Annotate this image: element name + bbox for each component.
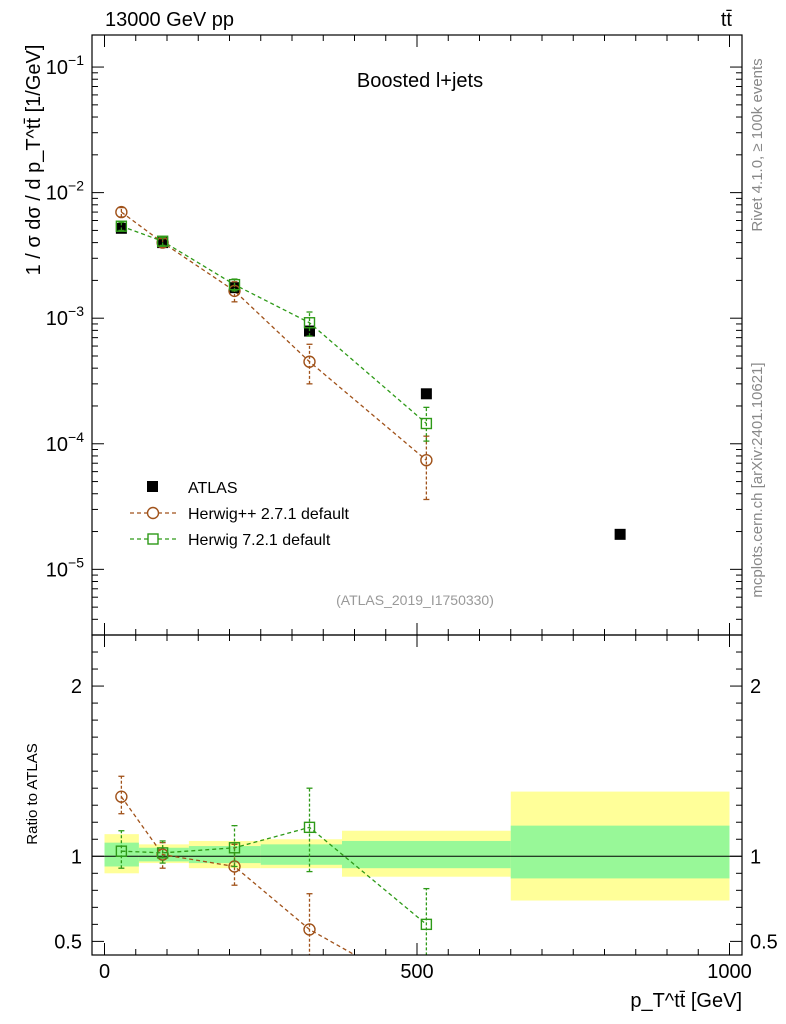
main-plot-panel: 10−1 10−2 10−3 10−4 10−5 Boosted l+jets (ATL… xyxy=(23,34,743,636)
main-y-tick-label: 10−2 xyxy=(46,178,84,205)
herwig-7-2-1-default-ratio-point xyxy=(420,918,433,931)
main-y-tick-label: 10−1 xyxy=(46,52,84,79)
green-band xyxy=(342,840,511,869)
ratio-y-tick-label-left: 1 xyxy=(71,846,82,868)
rivet-version-label: Rivet 4.1.0, ≥ 100k events xyxy=(749,58,766,231)
ratio-axis-ticks: 2 2 1 1 0.5 0.5 0 500 1000 xyxy=(54,635,778,983)
main-y-axis-label: 1 / σ dσ / d p_T^tt̄ [1/GeV] xyxy=(23,45,45,276)
ratio-y-axis-label: Ratio to ATLAS xyxy=(24,743,41,844)
herwig-2-7-1-default-ratio-point xyxy=(115,790,128,803)
x-tick-label: 0 xyxy=(99,961,110,983)
herwig-7-2-1-default-point xyxy=(303,317,316,329)
legend-marker-atlas xyxy=(147,481,158,492)
ratio-series-group xyxy=(115,775,433,955)
ratio-uncertainty-bands xyxy=(104,791,730,901)
legend-marker-herwig7 xyxy=(147,533,159,545)
herwig-7-2-1-default-point xyxy=(228,278,241,291)
atlas-point xyxy=(420,388,432,400)
legend-label-herwig7: Herwig 7.2.1 default xyxy=(188,532,331,549)
plot-title: Boosted l+jets xyxy=(357,70,483,92)
legend-label-herwigpp: Herwig++ 2.7.1 default xyxy=(188,506,350,523)
main-y-tick-label: 10−5 xyxy=(46,554,84,581)
herwig-2-7-1-default-ratio-line xyxy=(120,796,357,955)
herwig-7-2-1-default-point xyxy=(115,220,128,232)
green-band xyxy=(510,825,730,879)
ratio-y-tick-label-right: 1 xyxy=(750,846,761,868)
atlas-point xyxy=(614,528,626,540)
main-y-tick-label: 10−3 xyxy=(46,303,84,330)
green-band xyxy=(104,842,139,867)
collision-label: 13000 GeV pp xyxy=(105,9,234,31)
herwig-2-7-1-default-point xyxy=(303,355,316,368)
ratio-y-tick-label-left: 0.5 xyxy=(54,931,82,953)
herwig-7-2-1-default-point xyxy=(156,235,169,247)
ratio-y-tick-label-left: 2 xyxy=(71,676,82,698)
ratio-y-tick-label-right: 0.5 xyxy=(750,931,778,953)
x-tick-label: 500 xyxy=(400,961,433,983)
x-axis-label: p_T^tt̄ [GeV] xyxy=(630,990,742,1012)
main-series-group xyxy=(115,205,626,540)
herwig-7-2-1-default-ratio-point xyxy=(115,845,128,857)
herwig-7-2-1-default-ratio-point xyxy=(303,821,316,834)
herwig-2-7-1-default-line xyxy=(120,211,427,461)
green-band xyxy=(260,844,342,865)
herwig-2-7-1-default-point xyxy=(115,205,128,219)
ratio-plot-panel: 2 2 1 1 0.5 0.5 0 500 1000 Ratio to ATLAS p_T^tt… xyxy=(24,634,778,1012)
herwig-2-7-1-default-ratio-point xyxy=(303,923,316,936)
main-y-tick-label: 10−4 xyxy=(46,429,84,456)
herwig-7-2-1-default-line xyxy=(121,225,427,424)
legend: ATLAS Herwig++ 2.7.1 default Herwig 7.2.… xyxy=(130,480,350,549)
ratio-y-tick-label-right: 2 xyxy=(750,676,761,698)
herwig-7-2-1-default-ratio-point xyxy=(156,847,169,859)
x-tick-label: 1000 xyxy=(707,961,752,983)
mcplots-label: mcplots.cern.ch [arXiv:2401.10621] xyxy=(749,362,766,597)
legend-label-atlas: ATLAS xyxy=(188,480,238,497)
herwig-7-2-1-default-ratio-point xyxy=(228,842,241,854)
analysis-id-label: (ATLAS_2019_I1750330) xyxy=(336,592,494,608)
atlas-point xyxy=(229,282,240,294)
process-label: tt̄ xyxy=(721,9,733,31)
herwig-7-2-1-default-point xyxy=(420,417,433,430)
main-axis-ticks: 10−1 10−2 10−3 10−4 10−5 xyxy=(46,35,742,636)
legend-marker-herwigpp xyxy=(146,506,160,520)
herwig-2-7-1-default-point xyxy=(420,453,433,467)
